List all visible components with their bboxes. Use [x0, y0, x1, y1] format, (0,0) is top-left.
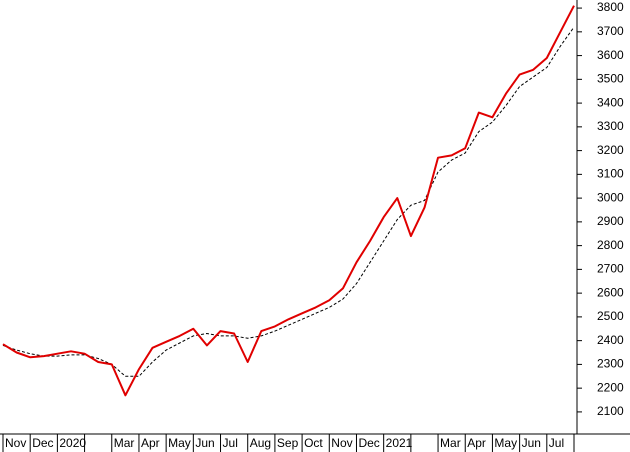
- x-tick-label: May: [168, 436, 191, 450]
- x-tick-label: Mar: [114, 436, 135, 450]
- y-tick-label: 3500: [597, 72, 624, 86]
- y-tick-label: 2800: [597, 238, 624, 252]
- y-tick-label: 3300: [597, 119, 624, 133]
- x-tick-label: Sep: [277, 436, 299, 450]
- x-tick-label: Dec: [32, 436, 53, 450]
- x-tick-label: Aug: [250, 436, 271, 450]
- y-tick-label: 3800: [597, 0, 624, 14]
- x-tick-label: May: [494, 436, 517, 450]
- x-tick-label: 2021: [386, 436, 413, 450]
- x-tick-label: Mar: [440, 436, 461, 450]
- y-tick-label: 2100: [597, 404, 624, 418]
- y-tick-label: 3400: [597, 95, 624, 109]
- y-tick-label: 3100: [597, 167, 624, 181]
- y-tick-label: 2700: [597, 262, 624, 276]
- y-tick-label: 3000: [597, 190, 624, 204]
- y-tick-label: 3700: [597, 24, 624, 38]
- x-tick-label: Jul: [549, 436, 564, 450]
- y-tick-label: 2300: [597, 357, 624, 371]
- x-tick-label: Apr: [467, 436, 486, 450]
- y-tick-label: 2400: [597, 333, 624, 347]
- series-line: [2, 26, 575, 377]
- x-tick-label: 2020: [59, 436, 86, 450]
- y-tick-label: 2600: [597, 285, 624, 299]
- x-tick-label: Jul: [223, 436, 238, 450]
- x-tick-label: Nov: [5, 436, 26, 450]
- y-tick-label: 2500: [597, 309, 624, 323]
- x-tick-label: Jun: [522, 436, 541, 450]
- y-tick-label: 2900: [597, 214, 624, 228]
- y-tick-label: 3200: [597, 143, 624, 157]
- x-tick-label: Apr: [141, 436, 160, 450]
- x-tick-label: Oct: [304, 436, 323, 450]
- y-tick-label: 3600: [597, 48, 624, 62]
- x-tick-label: Jun: [195, 436, 214, 450]
- x-tick-label: Dec: [358, 436, 379, 450]
- x-tick-label: Nov: [331, 436, 352, 450]
- y-tick-label: 2200: [597, 380, 624, 394]
- series-line: [2, 5, 575, 397]
